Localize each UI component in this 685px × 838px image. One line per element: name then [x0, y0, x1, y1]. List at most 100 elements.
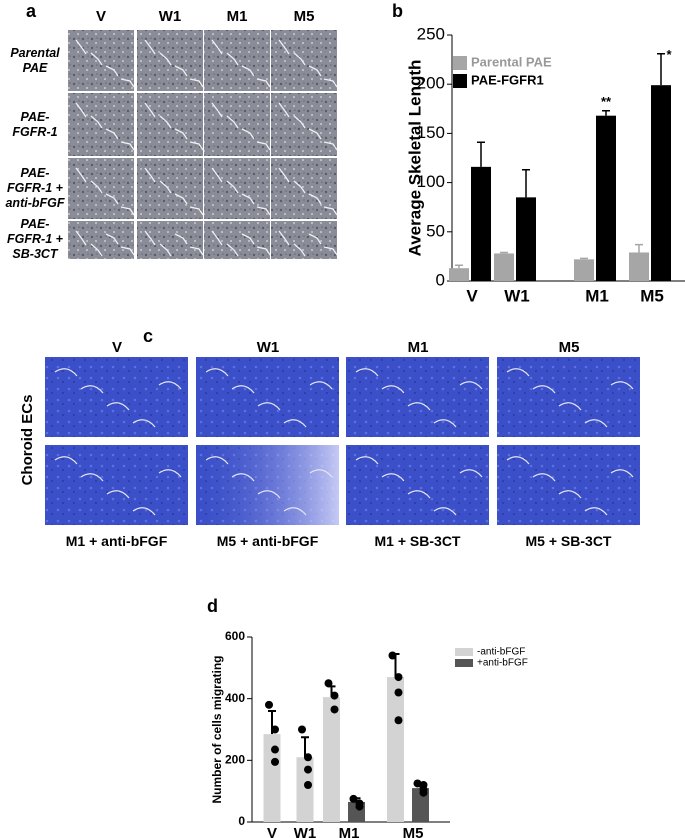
panel-label: a [26, 1, 37, 21]
bottom-label: M1 + anti-bFGF [65, 533, 168, 549]
bar [494, 253, 514, 281]
cell-sprout [189, 206, 204, 216]
capillary [407, 402, 431, 411]
cell-sprout [323, 246, 338, 256]
cell-sprout [90, 180, 103, 194]
micrograph [45, 357, 188, 437]
cell-sprout [159, 180, 172, 194]
capillary [257, 402, 281, 411]
micrograph [204, 158, 270, 219]
y-tick-label: 0 [436, 270, 445, 289]
cell-sprout [120, 141, 135, 151]
cell-sprout [189, 246, 204, 256]
cell-sprout [144, 102, 156, 118]
column-label: W1 [257, 339, 280, 356]
row-label: PAE-FGFR-1 + SB-3CT [7, 217, 63, 261]
data-point [388, 651, 397, 660]
capillary [54, 368, 78, 377]
cell-sprout [75, 230, 87, 246]
cell-sprout [293, 243, 306, 257]
capillary [54, 456, 78, 465]
micrograph [137, 30, 203, 91]
bar [516, 197, 536, 281]
capillary [459, 469, 483, 478]
cell-sprout [159, 115, 172, 129]
cell-sprout [278, 39, 290, 55]
capillary [506, 368, 530, 377]
row-label: Parental PAE [10, 45, 60, 75]
capillary [283, 419, 307, 428]
bar [596, 115, 616, 281]
cell-sprout [159, 243, 172, 257]
row-label: PAE-FGFR-1 + anti-bFGF [5, 165, 65, 210]
data-point [265, 700, 273, 709]
y-tick-label: 600 [225, 629, 245, 643]
cell-sprout [323, 78, 338, 88]
capillary [309, 381, 333, 390]
micrograph [204, 93, 270, 156]
capillary [610, 469, 634, 478]
cell-sprout [105, 65, 119, 77]
column-label: M5 [559, 339, 580, 356]
bar [471, 166, 491, 281]
capillary [309, 469, 333, 478]
data-point [419, 788, 428, 797]
bar [629, 252, 649, 281]
cell-sprout [144, 39, 156, 55]
error-bar [580, 257, 588, 260]
cell-sprout [144, 230, 156, 246]
data-point [304, 765, 312, 774]
cell-sprout [293, 115, 306, 129]
micrograph [137, 93, 203, 156]
capillary [257, 490, 281, 499]
cell-sprout [189, 78, 204, 88]
bar [323, 697, 340, 822]
legend-swatch [455, 659, 473, 667]
x-tick-label: M1 [585, 286, 609, 305]
legend-label: PAE-FGFR1 [471, 72, 544, 87]
x-tick-label: M1 [339, 825, 360, 838]
panel-label: c [143, 326, 153, 346]
cell-sprout [256, 206, 271, 216]
significance-label: * [666, 47, 672, 62]
error-bar [635, 243, 643, 253]
bottom-label: M1 + SB-3CT [374, 533, 461, 549]
capillary [106, 402, 130, 411]
y-tick-label: 400 [225, 691, 245, 705]
column-label: M5 [294, 8, 315, 25]
data-point [330, 691, 339, 700]
data-point [419, 781, 428, 789]
cell-sprout [226, 52, 239, 66]
micrograph [271, 30, 337, 91]
data-point [330, 705, 339, 714]
capillary [132, 507, 156, 516]
cell-sprout [278, 167, 290, 183]
column-label: M1 [408, 339, 429, 356]
x-tick-label: V [466, 286, 478, 305]
legend-label: +anti-bFGF [477, 658, 528, 669]
capillary [106, 490, 130, 499]
cell-sprout [308, 128, 322, 140]
cell-sprout [226, 115, 239, 129]
capillary [158, 381, 182, 390]
bottom-label: M5 + SB-3CT [525, 533, 612, 549]
capillary [381, 385, 405, 394]
capillary [80, 385, 104, 394]
capillary [558, 490, 582, 499]
column-label: W1 [159, 8, 182, 25]
cell-sprout [120, 78, 135, 88]
cell-sprout [308, 65, 322, 77]
error-bar [455, 264, 463, 269]
y-tick-label: 200 [225, 753, 245, 767]
legend-label: Parental PAE [471, 54, 552, 69]
capillary [459, 381, 483, 390]
x-tick-label: V [267, 825, 277, 838]
cell-sprout [159, 52, 172, 66]
micrograph [497, 357, 640, 437]
cell-sprout [211, 39, 223, 55]
micrograph [68, 30, 134, 91]
capillary [584, 507, 608, 516]
cell-sprout [75, 102, 87, 118]
